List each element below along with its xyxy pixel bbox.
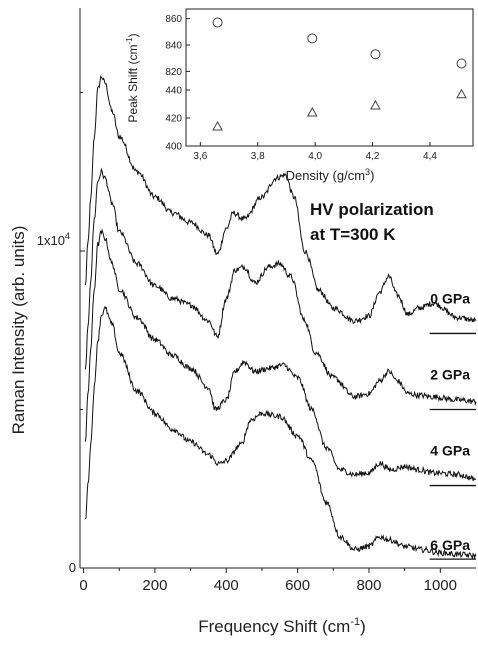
inset-point-triangle [306, 106, 318, 117]
inset-point-circle [307, 33, 318, 44]
y-tick-label-zero: 0 [69, 560, 76, 575]
series-labels: 0 GPa 2 GPa 4 GPa 6 GPa [430, 290, 470, 553]
y-axis-label: Raman Intensity (arb. units) [9, 226, 28, 435]
x-tick-label: 1000 [424, 577, 457, 594]
series-label: 6 GPa [430, 537, 470, 553]
inset-y-tick-label: 400 [165, 142, 182, 153]
x-tick-label: 200 [142, 577, 167, 594]
inset-y-tick-label: 840 [165, 41, 182, 52]
x-axis-label: Frequency Shift (cm-1) [198, 616, 366, 636]
x-tick-label: 0 [79, 577, 87, 594]
inset-x-tick-label: 3,8 [251, 151, 265, 162]
main-plot-curves [84, 75, 477, 560]
spectrum-line-0-gpa [84, 75, 477, 325]
spectrum-line-6-gpa [84, 305, 477, 560]
annotation-temperature: at T=300 K [310, 225, 396, 244]
x-tick-label: 400 [214, 577, 239, 594]
inset-point-triangle [456, 88, 467, 99]
y-tick-label-1e4: 1x104 [37, 231, 70, 248]
inset-x-tick-label: 4,2 [366, 151, 380, 162]
inset-x-tick-label: 4,0 [308, 151, 322, 162]
inset-x-tick-label: 3,6 [193, 151, 207, 162]
inset-y-axis-label: Peak Shift (cm-1) [125, 33, 140, 122]
series-label: 0 GPa [430, 290, 470, 306]
inset-points [212, 17, 467, 131]
inset-y-tick-label: 420 [165, 114, 182, 125]
inset-y-tick-label: 440 [165, 86, 182, 97]
annotation-polarization: HV polarization [310, 200, 434, 219]
inset-ticks: 3,6 3,8 4,0 4,2 4,4 820 840 860 400 420 440 [165, 14, 437, 162]
main-plot-frame [79, 8, 476, 569]
inset-point-triangle [212, 120, 223, 131]
inset-x-tick-label: 4,4 [423, 151, 437, 162]
inset-y-tick-label: 820 [165, 67, 182, 78]
series-label: 4 GPa [430, 443, 470, 459]
inset-plot: 3,6 3,8 4,0 4,2 4,4 820 840 860 400 420 440 Densit… [125, 8, 474, 183]
inset-point-circle [370, 49, 381, 60]
x-tick-label: 600 [285, 577, 310, 594]
series-label: 2 GPa [430, 367, 470, 383]
inset-point-triangle [370, 99, 381, 110]
inset-frame [185, 8, 474, 147]
spectrum-line-2-gpa [84, 167, 477, 406]
inset-y-tick-label: 860 [165, 14, 182, 25]
inset-point-circle [456, 58, 467, 69]
main-plot-ticks: 0 200 400 600 800 1000 [79, 92, 457, 594]
spectrum-line-4-gpa [84, 228, 477, 482]
x-tick-label: 800 [356, 577, 381, 594]
inset-point-circle [212, 17, 223, 28]
inset-x-axis-label: Density (g/cm3) [286, 167, 375, 183]
